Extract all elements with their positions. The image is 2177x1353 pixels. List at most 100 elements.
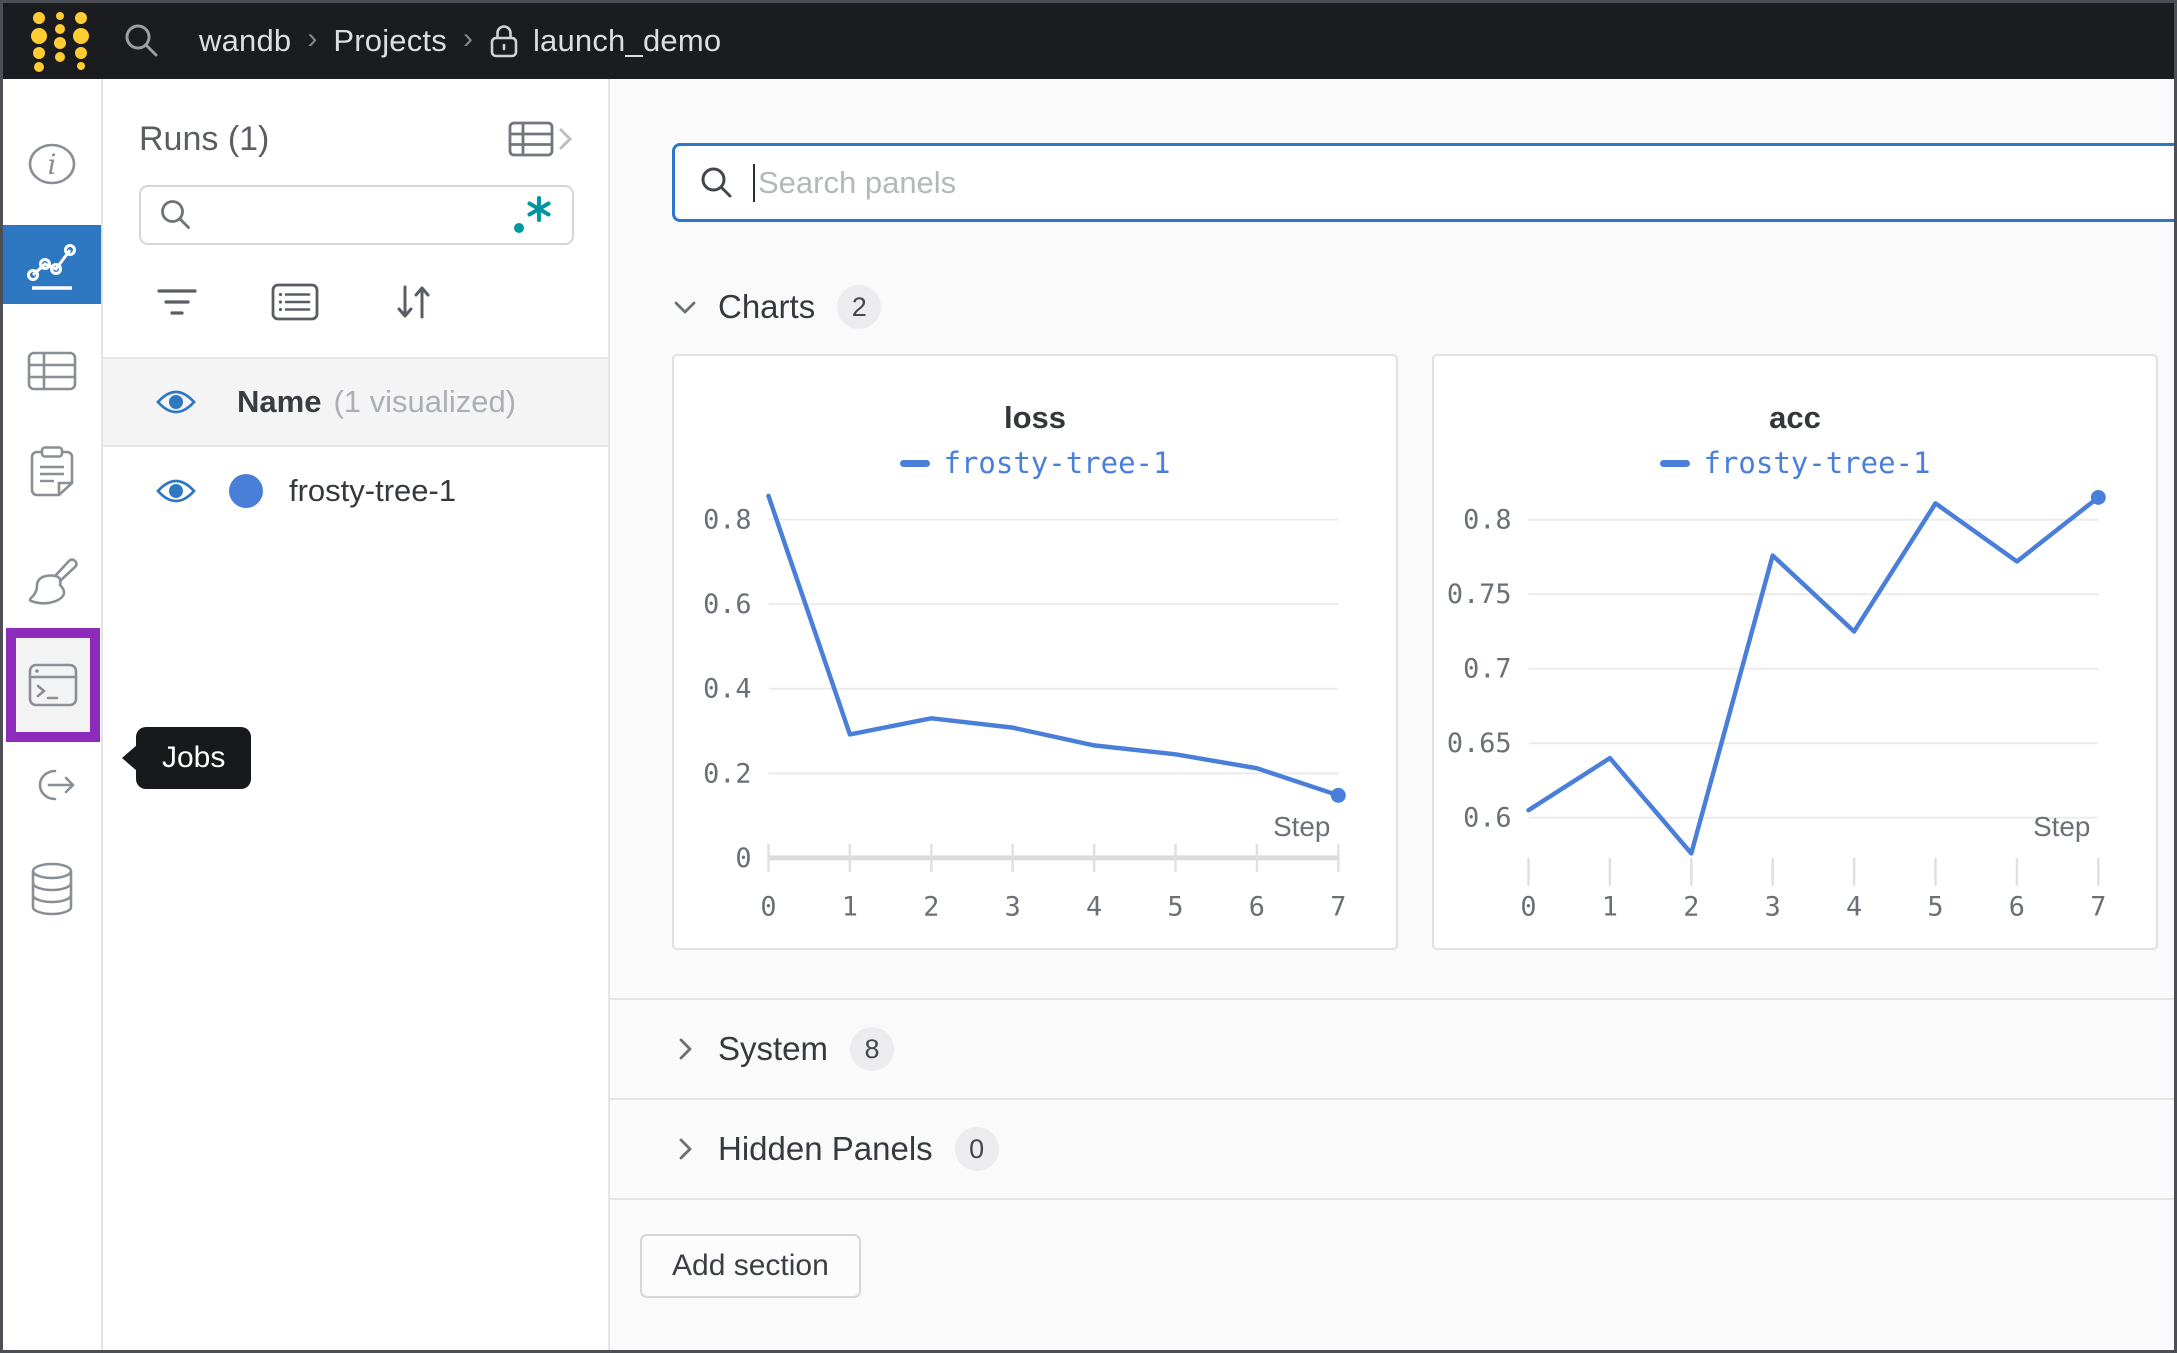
breadcrumb-projects[interactable]: Projects — [333, 23, 447, 58]
sidebar-item-overview[interactable]: i — [3, 135, 101, 193]
clipboard-icon — [30, 446, 74, 497]
jobs-tooltip: Jobs — [136, 727, 252, 789]
sidebar-item-table[interactable] — [3, 343, 101, 399]
toggle-run-visibility-button[interactable] — [155, 476, 197, 506]
section-count-badge: 8 — [850, 1027, 895, 1071]
left-icon-rail: i — [3, 79, 252, 1350]
filter-icon — [157, 289, 197, 315]
svg-text:7: 7 — [1330, 892, 1346, 923]
runs-panel-title: Runs (1) — [139, 119, 270, 158]
svg-text:Step: Step — [1273, 811, 1330, 842]
breadcrumb: wandb › Projects › launch_demo — [199, 22, 722, 59]
section-header-hidden-panels[interactable]: Hidden Panels 0 — [610, 1100, 2174, 1198]
runs-panel: Runs (1) — [103, 79, 610, 1350]
svg-text:0.7: 0.7 — [1463, 654, 1511, 685]
svg-text:0: 0 — [760, 892, 776, 923]
sidebar-item-notes[interactable] — [3, 443, 101, 501]
svg-text:1: 1 — [842, 892, 858, 923]
legend-run-name: frosty-tree-1 — [1703, 446, 1931, 480]
line-chart-icon — [27, 243, 76, 290]
search-icon — [161, 200, 190, 229]
svg-text:4: 4 — [1846, 892, 1862, 923]
info-icon: i — [28, 143, 76, 185]
svg-text:0.65: 0.65 — [1447, 728, 1512, 759]
filter-runs-button[interactable] — [155, 284, 199, 320]
search-panels-placeholder: Search panels — [758, 164, 957, 200]
eye-icon — [156, 479, 196, 503]
runs-column-header: Name — [237, 384, 322, 419]
svg-text:1: 1 — [1602, 892, 1618, 923]
section-label: Charts — [718, 288, 816, 325]
breadcrumb-team[interactable]: wandb — [199, 23, 292, 58]
svg-text:Step: Step — [2033, 811, 2090, 842]
svg-text:0.6: 0.6 — [1463, 803, 1511, 834]
toggle-all-visibility-button[interactable] — [155, 387, 197, 417]
sidebar-item-artifacts[interactable] — [3, 859, 101, 919]
terminal-icon — [28, 663, 78, 707]
sidebar-item-jobs[interactable] — [6, 628, 100, 742]
svg-text:2: 2 — [1683, 892, 1699, 923]
svg-text:3: 3 — [1765, 892, 1781, 923]
regex-toggle-icon[interactable] — [510, 192, 554, 238]
run-row[interactable]: frosty-tree-1 — [103, 447, 608, 535]
wandb-logo-icon — [31, 12, 89, 72]
panel-acc-chart[interactable]: acc frosty-tree-1 0.6 0.65 0.7 0.75 0.8 0 1 2 3 4… — [1432, 354, 2158, 950]
sidebar-item-sweeps[interactable] — [3, 549, 101, 609]
acc-line-chart: 0.6 0.65 0.7 0.75 0.8 0 1 2 3 4 5 6 7 Step — [1447, 489, 2106, 923]
search-panels-input[interactable]: Search panels — [672, 143, 2174, 222]
runs-search-input[interactable] — [139, 185, 574, 245]
legend-run-name: frosty-tree-1 — [943, 446, 1171, 480]
top-bar: wandb › Projects › launch_demo — [3, 3, 2174, 79]
breadcrumb-separator: › — [307, 22, 318, 55]
sidebar-item-launch[interactable] — [3, 758, 101, 812]
svg-text:0.6: 0.6 — [703, 589, 751, 620]
legend-line-swatch — [899, 459, 930, 467]
section-count-badge: 2 — [837, 285, 882, 329]
sort-icon — [397, 285, 430, 319]
section-label: System — [718, 1030, 829, 1067]
runs-header-row: Name (1 visualized) — [103, 359, 608, 447]
svg-text:0: 0 — [735, 843, 751, 874]
svg-text:0.4: 0.4 — [703, 674, 751, 705]
expand-runs-table-button[interactable] — [508, 119, 574, 159]
chart-legend: frosty-tree-1 — [1434, 446, 2156, 480]
list-icon — [271, 283, 319, 321]
sort-runs-button[interactable] — [391, 281, 435, 323]
svg-text:0.2: 0.2 — [703, 758, 751, 789]
database-icon — [31, 862, 73, 916]
legend-line-swatch — [1659, 459, 1690, 467]
lock-icon — [490, 25, 518, 58]
svg-text:2: 2 — [923, 892, 939, 923]
link-out-icon — [38, 769, 75, 801]
divider — [610, 998, 2174, 1000]
chart-legend: frosty-tree-1 — [674, 446, 1396, 480]
section-header-charts[interactable]: Charts 2 — [672, 284, 2174, 330]
add-section-button[interactable]: Add section — [640, 1234, 861, 1298]
eye-icon — [156, 390, 196, 414]
svg-text:i: i — [48, 148, 57, 181]
breadcrumb-project[interactable]: launch_demo — [532, 23, 722, 58]
search-icon — [701, 167, 732, 197]
section-header-system[interactable]: System 8 — [610, 1000, 2174, 1098]
svg-text:3: 3 — [1005, 892, 1021, 923]
search-icon[interactable] — [123, 22, 161, 60]
chevron-right-icon — [672, 1036, 698, 1062]
svg-text:6: 6 — [1249, 892, 1265, 923]
panel-loss-chart[interactable]: loss frosty-tree-1 0 0.2 0.4 0.6 0.8 0 1 2 3 4 5 6 7… — [672, 354, 1398, 950]
visualized-count: (1 visualized) — [333, 384, 517, 419]
svg-text:0.8: 0.8 — [1463, 505, 1511, 536]
charts-grid: loss frosty-tree-1 0 0.2 0.4 0.6 0.8 0 1 2 3 4 5 6 7… — [672, 354, 2174, 950]
sidebar-item-charts[interactable] — [3, 225, 101, 304]
section-label: Hidden Panels — [718, 1130, 933, 1167]
svg-text:0.75: 0.75 — [1447, 579, 1512, 610]
chevron-right-icon — [672, 1136, 698, 1162]
svg-text:0: 0 — [1520, 892, 1536, 923]
run-name: frosty-tree-1 — [289, 473, 457, 508]
run-color-dot — [229, 474, 263, 508]
group-runs-button[interactable] — [271, 282, 319, 322]
breadcrumb-separator: › — [462, 22, 473, 55]
chart-title: acc — [1769, 400, 1821, 435]
svg-text:7: 7 — [2090, 892, 2106, 923]
svg-text:5: 5 — [1167, 892, 1183, 923]
